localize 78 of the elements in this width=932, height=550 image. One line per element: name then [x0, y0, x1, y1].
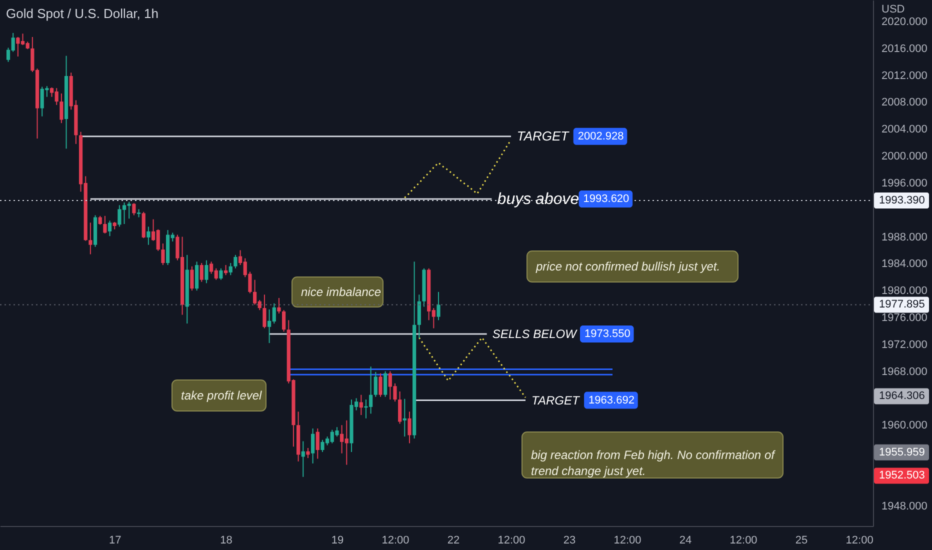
annotation: 1993.620 — [583, 192, 630, 205]
y-tick-label: 2012.000 — [882, 70, 928, 82]
x-tick-label: 12:00 — [730, 534, 758, 546]
candlestick — [436, 291, 440, 321]
x-tick-label: 24 — [679, 534, 692, 546]
y-tick-label: 2008.000 — [882, 96, 928, 109]
candlestick — [219, 268, 223, 280]
x-tick-label: 12:00 — [614, 534, 642, 546]
x-tick-label: 22 — [447, 534, 460, 546]
x-tick-label: 12:00 — [498, 534, 526, 546]
annotation: TARGET — [532, 393, 581, 408]
candlestick — [108, 220, 112, 237]
candlestick — [262, 294, 266, 329]
candlestick — [306, 447, 310, 459]
candlestick — [146, 226, 150, 246]
text: 1955.959 — [879, 446, 925, 458]
y-tick-label: 1980.000 — [882, 285, 928, 298]
candlestick — [408, 411, 412, 444]
candlestick — [417, 294, 421, 339]
annotation: buys above — [497, 190, 580, 208]
line-series — [418, 336, 526, 398]
candlestick — [194, 261, 199, 292]
x-tick-label: 19 — [331, 534, 344, 546]
candlestick — [311, 428, 315, 464]
y-tick-label: 2000.000 — [882, 150, 928, 163]
candlestick — [161, 242, 165, 266]
annotation: take profit level — [181, 388, 262, 402]
text: 1952.503 — [879, 470, 925, 482]
annotation: big reaction from Feb high. No confirmation of trend change just yet. — [531, 448, 776, 478]
candlestick — [282, 310, 286, 332]
candlestick — [359, 394, 363, 416]
annotation: 2002.928 — [578, 130, 624, 142]
candlestick — [384, 370, 388, 398]
candlestick — [402, 398, 406, 438]
candlestick — [228, 262, 232, 276]
ref-line-label: 1993.390 — [879, 194, 925, 207]
y-tick-label: 1948.000 — [882, 500, 928, 512]
candlestick — [374, 371, 378, 398]
y-tick-label: 1984.000 — [882, 258, 928, 270]
annotation: 1963.692 — [588, 394, 634, 406]
annotation: nice imbalance — [301, 285, 382, 299]
candlestick — [301, 440, 305, 478]
y-tick-label: 1960.000 — [882, 420, 928, 432]
y-axis-title: USD — [882, 4, 905, 16]
y-tick-label: 1972.000 — [882, 338, 928, 351]
y-tick-label: 2020.000 — [882, 16, 928, 28]
annotation: SELLS BELOW — [492, 326, 578, 341]
candlestick — [200, 262, 204, 282]
candlestick — [378, 372, 382, 398]
candlestick — [234, 254, 238, 269]
candlestick — [132, 202, 136, 216]
x-tick-label: 18 — [220, 534, 232, 546]
y-tick-label: 1976.000 — [882, 312, 928, 324]
y-tick-label: 2004.000 — [882, 124, 928, 136]
x-tick-label: 17 — [108, 534, 122, 546]
x-tick-label: 25 — [795, 534, 808, 546]
y-tick-label: 1968.000 — [882, 366, 928, 378]
text: 1964.306 — [879, 390, 925, 402]
x-tick-label: 12:00 — [382, 534, 410, 546]
candlestick — [277, 297, 281, 314]
candlestick — [103, 215, 107, 234]
annotation: price not confirmed bullish just yet. — [535, 260, 720, 274]
candlestick — [60, 92, 64, 124]
x-tick-label: 12:00 — [846, 534, 874, 546]
candlestick — [190, 266, 194, 292]
candlestick — [224, 264, 228, 276]
text: Gold Spot / U.S. Dollar, 1h — [6, 6, 158, 21]
annotation: TARGET — [516, 128, 570, 144]
y-tick-label: 2016.000 — [882, 42, 928, 55]
candlestick — [398, 390, 402, 424]
candlestick — [88, 222, 92, 255]
ref-line-label: 1977.895 — [879, 298, 925, 311]
y-tick-label: 1988.000 — [882, 231, 928, 244]
candlestick — [316, 428, 320, 460]
x-tick-label: 23 — [563, 534, 576, 546]
annotation: 1973.550 — [584, 328, 630, 340]
y-tick-label: 1996.000 — [882, 177, 928, 190]
candlestick — [204, 260, 208, 284]
